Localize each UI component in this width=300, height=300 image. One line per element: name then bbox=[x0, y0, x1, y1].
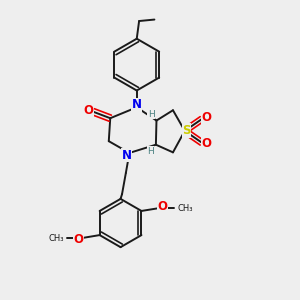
Text: S: S bbox=[182, 124, 191, 137]
Text: H: H bbox=[148, 110, 154, 118]
Text: O: O bbox=[158, 200, 168, 213]
Text: O: O bbox=[202, 111, 212, 124]
Text: CH₃: CH₃ bbox=[48, 233, 64, 242]
Text: O: O bbox=[74, 233, 83, 246]
Text: N: N bbox=[132, 98, 142, 111]
Text: O: O bbox=[202, 137, 212, 150]
Text: N: N bbox=[122, 149, 131, 162]
Text: H: H bbox=[147, 147, 154, 156]
Text: O: O bbox=[83, 104, 94, 117]
Text: CH₃: CH₃ bbox=[177, 203, 193, 212]
